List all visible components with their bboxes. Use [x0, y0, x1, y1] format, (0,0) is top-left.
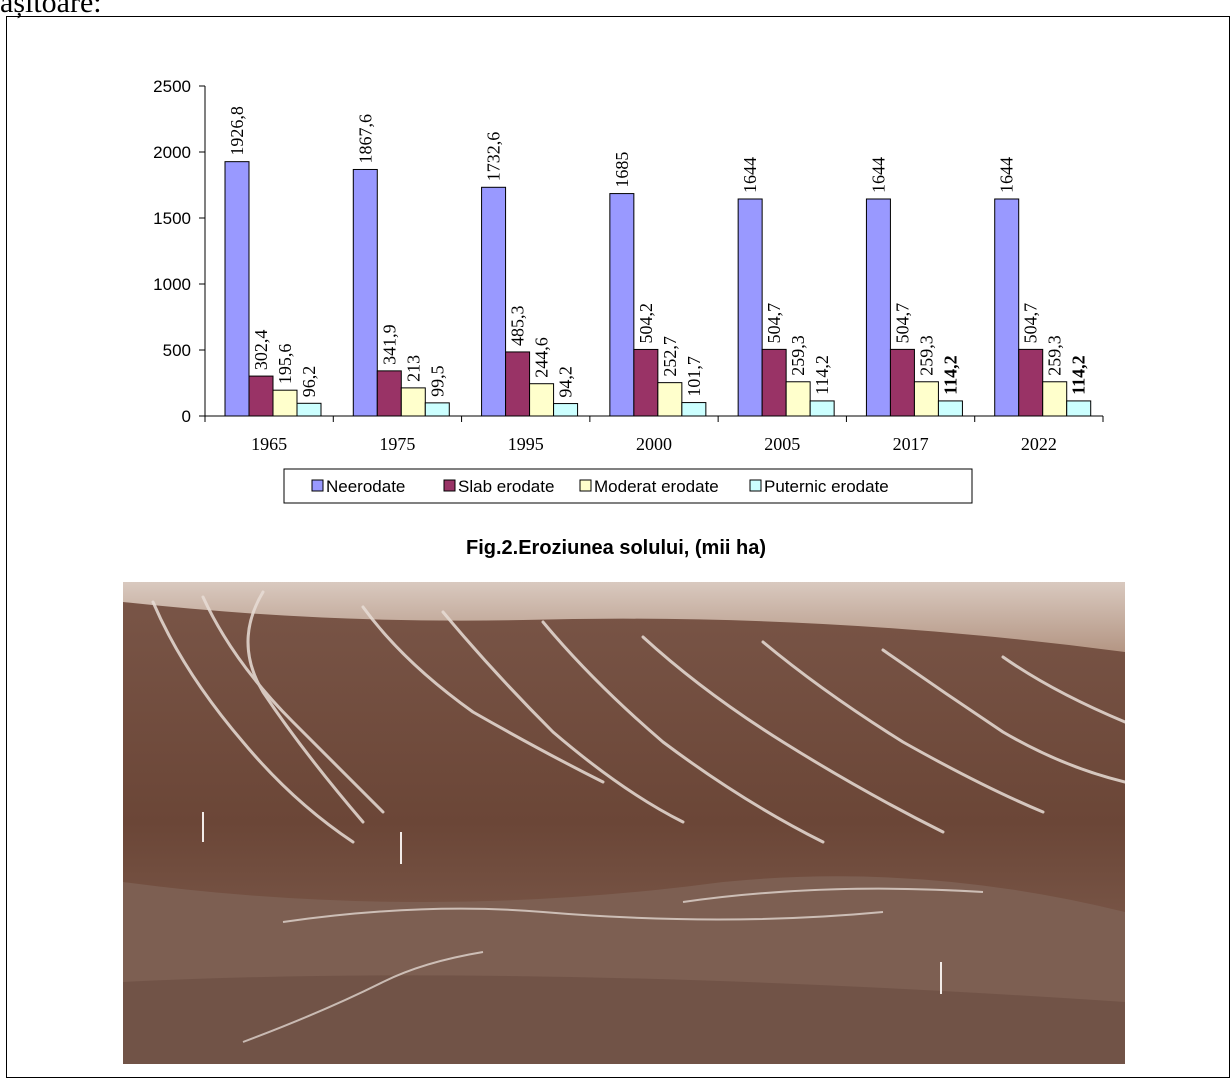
data-label: 504,7: [892, 303, 912, 344]
eroded-hillside-photo: [123, 582, 1125, 1064]
data-label: 341,9: [379, 324, 399, 365]
bar-puternic-erodate: [424, 402, 450, 417]
y-tick-label: 2000: [153, 143, 191, 162]
chart-axes: 0 500 1000 1500 2000 2500 1965 1975 1995 2000 2005…: [153, 77, 1104, 454]
chart-bars: [224, 161, 1092, 417]
chart-data-labels: 1926,8 1867,6 1732,6 1685 1644 1644 1644 302,4 3…: [227, 106, 1089, 397]
data-label: 244,6: [532, 337, 552, 378]
bar-moderat-erodate: [657, 382, 683, 417]
bar-neerodate: [481, 186, 507, 417]
bar-moderat-erodate: [785, 381, 811, 417]
bar-moderat-erodate: [1042, 381, 1068, 417]
y-tick-label: 0: [182, 407, 191, 426]
data-label: 195,6: [275, 344, 295, 385]
bar-neerodate: [352, 168, 378, 417]
x-tick-label: 1965: [251, 434, 287, 454]
bar-moderat-erodate: [913, 381, 939, 417]
bar-moderat-erodate: [529, 383, 555, 417]
bar-slab-erodate: [889, 348, 915, 417]
figure-caption: Fig.2.Eroziunea solului, (mii ha): [465, 537, 767, 559]
data-label: 504,2: [636, 303, 656, 344]
bar-neerodate: [994, 198, 1020, 417]
bar-puternic-erodate: [553, 403, 579, 417]
data-label: 1644: [997, 157, 1017, 193]
x-tick-label: 2022: [1021, 434, 1057, 454]
data-label: 259,3: [1045, 335, 1065, 376]
bar-puternic-erodate: [1066, 400, 1092, 417]
x-tick-label: 2005: [764, 434, 800, 454]
x-tick-label: 2000: [636, 434, 672, 454]
bar-slab-erodate: [1018, 348, 1044, 417]
figure-frame: [6, 16, 1230, 1078]
data-label: 213: [403, 355, 423, 382]
y-tick-label: 1500: [153, 209, 191, 228]
bar-neerodate: [224, 161, 250, 417]
x-tick-label: 1975: [379, 434, 415, 454]
legend-box: [283, 468, 973, 504]
legend-swatch: [311, 479, 324, 492]
bar-neerodate: [865, 198, 891, 417]
data-label: 99,5: [427, 365, 447, 397]
data-label: 1732,6: [484, 132, 504, 181]
chart-legend: Neerodate Slab erodate Moderat erodate Pute…: [283, 468, 973, 504]
bar-neerodate: [737, 198, 763, 417]
data-label: 1867,6: [355, 114, 375, 164]
y-tick-label: 500: [163, 341, 191, 360]
legend-entry: Slab erodate: [458, 477, 554, 496]
x-tick-label: 1995: [508, 434, 544, 454]
bar-puternic-erodate: [681, 402, 707, 417]
x-tick-label: 2017: [893, 434, 929, 454]
y-tick-label: 1000: [153, 275, 191, 294]
bar-puternic-erodate: [937, 400, 963, 417]
data-label: 114,2: [940, 355, 960, 395]
data-label: 1644: [740, 157, 760, 193]
legend-entry: Puternic erodate: [764, 477, 889, 496]
page-top-text: așitoare:: [0, 0, 102, 19]
data-label: 1644: [868, 157, 888, 193]
data-label: 114,2: [1069, 355, 1089, 395]
data-label: 1926,8: [227, 106, 247, 156]
data-label: 485,3: [508, 305, 528, 346]
data-label: 101,7: [684, 356, 704, 397]
bar-slab-erodate: [505, 351, 531, 417]
bar-chart: 0 500 1000 1500 2000 2500 1965 1975 1995 2000 2005…: [153, 77, 1104, 504]
data-label: 1685: [612, 152, 632, 188]
bar-slab-erodate: [633, 348, 659, 417]
legend-swatch: [443, 479, 456, 492]
data-label: 259,3: [788, 335, 808, 376]
legend-swatch: [579, 479, 592, 492]
data-label: 504,7: [764, 303, 784, 344]
legend-swatch: [749, 479, 762, 492]
bar-moderat-erodate: [272, 389, 298, 417]
data-label: 302,4: [251, 330, 271, 371]
data-label: 504,7: [1021, 303, 1041, 344]
legend-entry: Moderat erodate: [594, 477, 719, 496]
bar-puternic-erodate: [809, 400, 835, 417]
bar-neerodate: [609, 193, 635, 417]
bar-puternic-erodate: [296, 402, 322, 417]
bar-slab-erodate: [248, 375, 274, 417]
bar-slab-erodate: [761, 348, 787, 417]
data-label: 259,3: [916, 335, 936, 376]
bar-slab-erodate: [376, 370, 402, 417]
data-label: 114,2: [812, 355, 832, 395]
data-label: 252,7: [660, 336, 680, 377]
legend-entry: Neerodate: [326, 477, 405, 496]
data-label: 96,2: [299, 366, 319, 398]
y-tick-label: 2500: [153, 77, 191, 96]
data-label: 94,2: [556, 366, 576, 398]
bar-moderat-erodate: [400, 387, 426, 417]
